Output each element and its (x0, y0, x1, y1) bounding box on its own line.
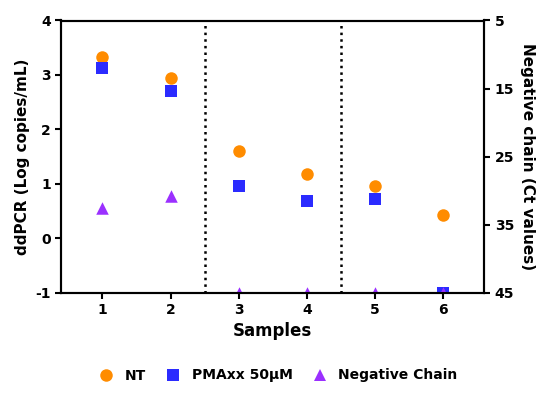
Point (302, 171, 311, 177)
Point (371, 290, 380, 296)
Point (98, 205, 107, 211)
Point (371, 196, 380, 202)
Point (439, 212, 448, 218)
Point (302, 290, 311, 296)
Point (439, 290, 448, 296)
Point (234, 290, 243, 296)
X-axis label: Samples: Samples (233, 322, 312, 340)
Y-axis label: ddPCR (Log copies/mL): ddPCR (Log copies/mL) (15, 58, 30, 255)
Y-axis label: Negative chain (Ct values): Negative chain (Ct values) (520, 43, 535, 270)
Point (166, 192, 175, 199)
Point (166, 88, 175, 94)
Point (439, 290, 448, 296)
Point (98, 55, 107, 61)
Point (166, 75, 175, 81)
Point (234, 183, 243, 190)
Point (98, 65, 107, 71)
Point (302, 198, 311, 204)
Point (371, 183, 380, 190)
Point (234, 148, 243, 154)
Legend: NT, PMAxx 50μM, Negative Chain: NT, PMAxx 50μM, Negative Chain (87, 363, 463, 388)
